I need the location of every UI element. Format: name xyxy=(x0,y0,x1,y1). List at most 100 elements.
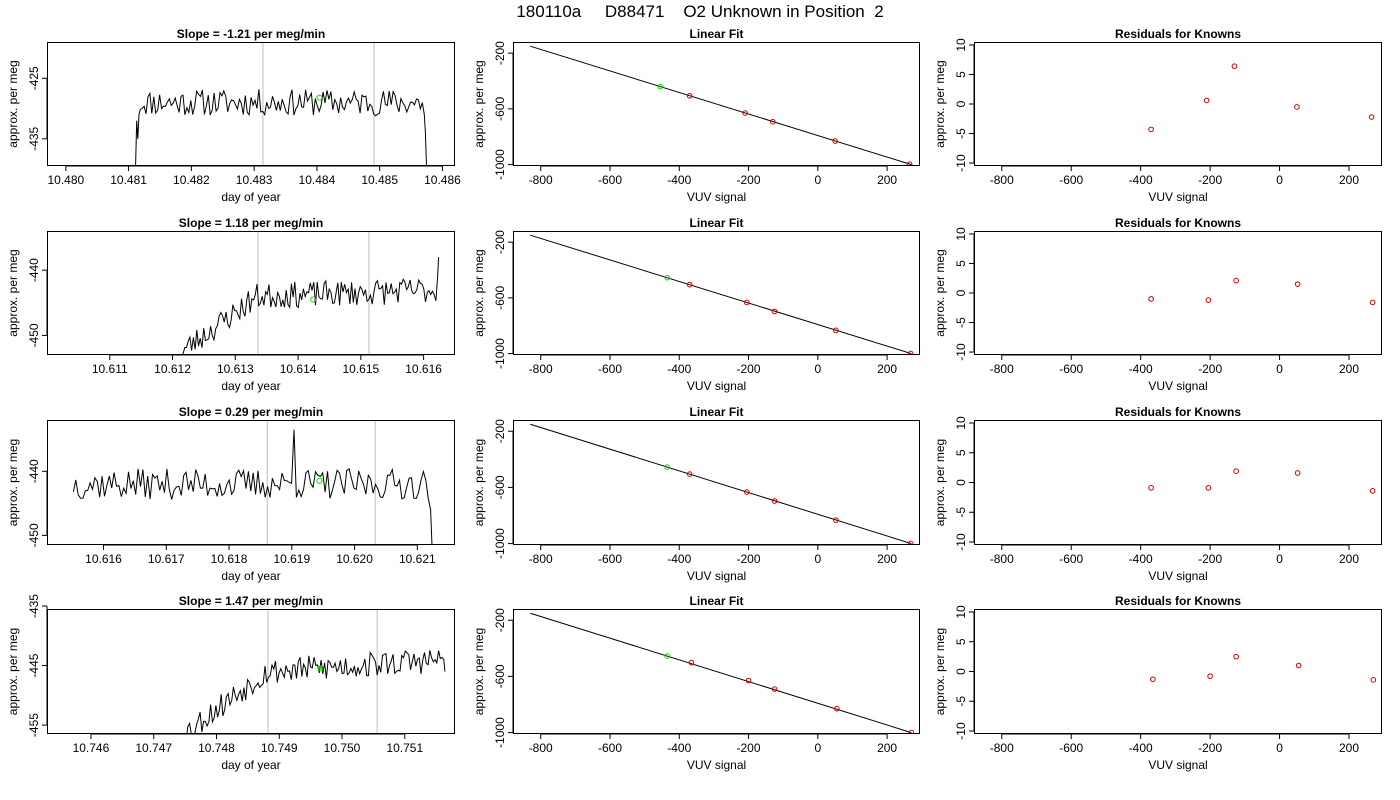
plot-area xyxy=(530,45,913,166)
x-tick-label: 10.619 xyxy=(273,552,310,566)
x-tick-label: 10.748 xyxy=(198,741,235,755)
x-tick-label: -800 xyxy=(529,173,553,187)
plot-area xyxy=(72,420,433,545)
chart-panel-r4c2: Linear Fit -800 -600 -400 -200 0 200 VUV signal… xyxy=(472,594,920,772)
x-tick-label: -800 xyxy=(529,552,553,566)
x-tick-label: 10.483 xyxy=(236,173,273,187)
panel-title: Linear Fit xyxy=(689,216,743,230)
panel-title: Slope = 1.47 per meg/min xyxy=(179,594,323,608)
y-tick-label: 0 xyxy=(954,668,968,675)
x-tick-label: -400 xyxy=(667,362,691,376)
y-tick-label: -1000 xyxy=(493,528,507,559)
panel-title: Linear Fit xyxy=(689,594,743,608)
known-point xyxy=(745,677,752,684)
x-tick-label: 10.616 xyxy=(85,552,122,566)
x-tick-label: -800 xyxy=(990,741,1014,755)
x-tick-label: 200 xyxy=(877,362,897,376)
y-tick-label: 10 xyxy=(954,227,968,241)
x-axis-label: VUV signal xyxy=(687,190,746,204)
chart-panel-r2c1: Slope = 1.18 per meg/min 10.611 10.612 10.6… xyxy=(6,216,455,393)
plot-area xyxy=(1150,653,1377,683)
x-axis-label: VUV signal xyxy=(1148,569,1207,583)
current-point-marker xyxy=(310,296,317,303)
plot-frame xyxy=(47,420,455,545)
chart-panel-r2c3: Residuals for Knowns -800 -600 -400 -200 0 200… xyxy=(933,216,1382,393)
x-tick-label: -600 xyxy=(598,741,622,755)
x-tick-label: -600 xyxy=(1059,362,1083,376)
panel-title: Residuals for Knowns xyxy=(1115,27,1241,41)
y-axis-label: approx. per meg xyxy=(472,249,486,336)
y-tick-label: -435 xyxy=(27,594,41,618)
x-tick-label: 200 xyxy=(1339,741,1359,755)
y-tick-label: -600 xyxy=(493,475,507,499)
chart-panel-r4c3: Residuals for Knowns -800 -600 -400 -200 0 200… xyxy=(933,594,1382,772)
plot-area xyxy=(186,609,446,734)
y-axis-label: approx. per meg xyxy=(6,60,20,147)
residual-point xyxy=(1203,97,1210,104)
x-axis-label: day of year xyxy=(221,190,280,204)
fit-line xyxy=(530,45,912,166)
x-tick-label: 200 xyxy=(877,552,897,566)
x-tick-label: 10.617 xyxy=(148,552,185,566)
known-point xyxy=(832,138,838,144)
unknown-point xyxy=(664,653,670,659)
chart-panel-r1c1: Slope = -1.21 per meg/min 10.480 10.481 10.… xyxy=(6,27,461,204)
y-tick-label: 0 xyxy=(954,289,968,296)
x-tick-label: 10.486 xyxy=(424,173,461,187)
fit-line xyxy=(530,423,912,545)
y-tick-label: -440 xyxy=(27,459,41,483)
y-axis-label: approx. per meg xyxy=(472,60,486,147)
known-point xyxy=(908,729,915,734)
x-axis-label: VUV signal xyxy=(687,379,746,393)
panel-title: Linear Fit xyxy=(689,405,743,419)
y-tick-label: -440 xyxy=(27,258,41,282)
known-point xyxy=(771,308,778,315)
x-tick-label: -200 xyxy=(1198,741,1222,755)
x-axis-label: day of year xyxy=(221,569,280,583)
known-point xyxy=(744,299,750,306)
y-tick-label: -435 xyxy=(27,126,41,150)
residual-point xyxy=(1370,677,1377,683)
y-tick-label: -10 xyxy=(954,154,968,172)
x-axis-label: VUV signal xyxy=(1148,190,1207,204)
x-axis-label: day of year xyxy=(221,758,280,772)
x-tick-label: 10.746 xyxy=(73,741,110,755)
y-tick-label: 0 xyxy=(954,479,968,486)
x-tick-label: -800 xyxy=(990,362,1014,376)
x-tick-label: -400 xyxy=(1129,552,1153,566)
y-tick-label: -200 xyxy=(493,608,507,632)
y-axis-label: approx. per meg xyxy=(933,628,947,715)
x-tick-label: -800 xyxy=(529,362,553,376)
known-point xyxy=(686,281,693,288)
y-axis-label: approx. per meg xyxy=(472,628,486,715)
x-tick-label: 0 xyxy=(1276,741,1283,755)
per-meg-trace xyxy=(182,257,440,355)
y-tick-label: 5 xyxy=(954,638,968,645)
y-tick-label: -5 xyxy=(954,317,968,328)
x-axis-label: VUV signal xyxy=(1148,379,1207,393)
panel-title: Slope = -1.21 per meg/min xyxy=(177,27,325,41)
x-tick-label: 10.613 xyxy=(217,362,254,376)
x-tick-label: 0 xyxy=(814,173,821,187)
x-tick-label: 200 xyxy=(1339,552,1359,566)
x-axis-label: VUV signal xyxy=(1148,758,1207,772)
x-tick-label: -400 xyxy=(667,552,691,566)
plot-frame xyxy=(974,231,1382,355)
residual-point xyxy=(1231,63,1238,70)
known-point xyxy=(769,118,776,125)
x-axis-label: day of year xyxy=(221,379,280,393)
residual-point xyxy=(1207,673,1213,680)
known-point xyxy=(907,350,914,355)
plot-area xyxy=(1148,63,1375,133)
residual-point xyxy=(1368,114,1375,120)
y-tick-label: 10 xyxy=(954,416,968,430)
x-tick-label: 10.611 xyxy=(92,362,128,376)
y-tick-label: -200 xyxy=(493,419,507,443)
y-axis-label: approx. per meg xyxy=(933,439,947,526)
fit-line xyxy=(530,612,912,734)
x-tick-label: -600 xyxy=(1059,173,1083,187)
x-tick-label: -400 xyxy=(667,741,691,755)
x-tick-label: -200 xyxy=(737,552,761,566)
unknown-point xyxy=(664,464,670,470)
plot-area xyxy=(530,234,914,355)
